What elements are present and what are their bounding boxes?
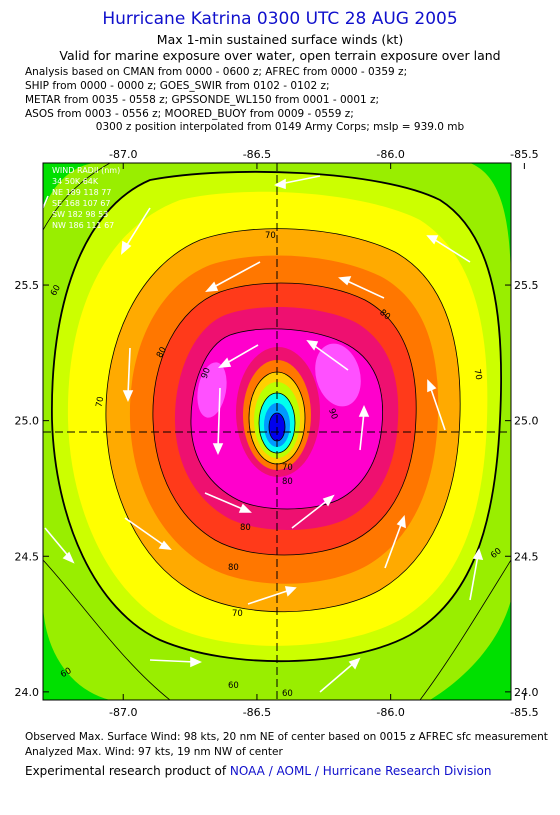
lat-label-left: 25.0 [15, 415, 40, 428]
wind-radii-row: NW 186 111 67 [52, 221, 114, 230]
map-frame [42, 162, 512, 701]
contour-label: 80 [155, 345, 169, 359]
lon-label-top: -85.5 [510, 148, 538, 161]
wind-radii-table: WIND RADII (nm) 34 50K 64K NE 189 118 77… [52, 166, 120, 230]
analysis-line: Analysis based on CMAN from 0000 - 0600 … [25, 66, 408, 78]
credit-organization[interactable]: NOAA / AOML / Hurricane Research Divisio… [229, 764, 492, 778]
contour-label: 70 [265, 231, 276, 241]
contour-lines [43, 163, 511, 700]
wind-radii-row: SW 182 98 53 [52, 210, 108, 219]
contour-label: 60 [282, 689, 293, 699]
lat-label-right: 25.0 [514, 415, 539, 428]
analysis-line: SHIP from 0000 - 0000 z; GOES_SWIR from … [25, 80, 330, 92]
lon-label-top: -86.5 [243, 148, 271, 161]
contour-label: 90 [200, 367, 213, 381]
lon-label-top: -86.0 [376, 148, 404, 161]
wind-radii-row: SE 168 107 67 [52, 199, 110, 208]
contour-label: 70 [95, 396, 107, 408]
wind-maximum-east [315, 343, 361, 407]
credit-prefix: Experimental research product of [25, 764, 230, 778]
lat-label-left: 24.0 [15, 686, 40, 699]
lat-label-left: 25.5 [15, 279, 40, 292]
wind-vectors [43, 175, 484, 693]
position-note: 0300 z position interpolated from 0149 A… [95, 121, 465, 133]
analyzed-max-wind: Analyzed Max. Wind: 97 kts, 19 nm NW of … [25, 746, 283, 758]
lon-label-bottom: -87.0 [109, 706, 137, 719]
contour-label: 60 [228, 681, 239, 691]
contour-label: 80 [228, 563, 239, 573]
wind-contour-field: WIND RADII (nm) 34 50K 64K NE 189 118 77… [43, 163, 511, 700]
lat-label-left: 24.5 [15, 550, 40, 563]
contour-label: 60 [59, 666, 73, 680]
map-validity-note: Valid for marine exposure over water, op… [59, 48, 501, 63]
map-subtitle: Max 1-min sustained surface winds (kt) [156, 32, 404, 47]
credit-line: Experimental research product of NOAA / … [25, 764, 491, 778]
contour-label: 80 [240, 523, 251, 533]
wind-radii-header: WIND RADII (nm) [52, 166, 120, 175]
wind-radii-row: NE 189 118 77 [52, 188, 111, 197]
contour-labels: 70 80 80 90 90 80 70 60 60 80 60 70 70 8… [49, 231, 504, 699]
lat-label-right: 25.5 [514, 279, 539, 292]
lon-label-bottom: -86.5 [243, 706, 271, 719]
lon-label-top: -87.0 [109, 148, 137, 161]
contour-label: 60 [49, 283, 63, 297]
lon-label-bottom: -86.0 [376, 706, 404, 719]
contour-label: 70 [282, 463, 293, 473]
observed-max-wind: Observed Max. Surface Wind: 98 kts, 20 n… [25, 731, 548, 743]
lon-label-bottom: -85.5 [510, 706, 538, 719]
analysis-line: ASOS from 0003 - 0556 z; MOORED_BUOY fro… [25, 108, 354, 120]
contour-label: 80 [282, 477, 293, 487]
axis-tick-labels: -87.0 -87.0 -86.5 -86.5 -86.0 -86.0 -85.5 -85.5… [15, 148, 539, 719]
lat-label-right: 24.0 [514, 686, 539, 699]
analysis-line: METAR from 0035 - 0558 z; GPSSONDE_WL150… [25, 94, 380, 106]
map-title: Hurricane Katrina 0300 UTC 28 AUG 2005 [102, 9, 458, 29]
contour-label: 70 [472, 368, 484, 380]
wind-radii-columns: 34 50K 64K [52, 177, 99, 186]
contour-label: 70 [232, 609, 243, 619]
axis-ticks [43, 163, 525, 700]
contour-label: 90 [326, 407, 339, 421]
lat-label-right: 24.5 [514, 550, 539, 563]
